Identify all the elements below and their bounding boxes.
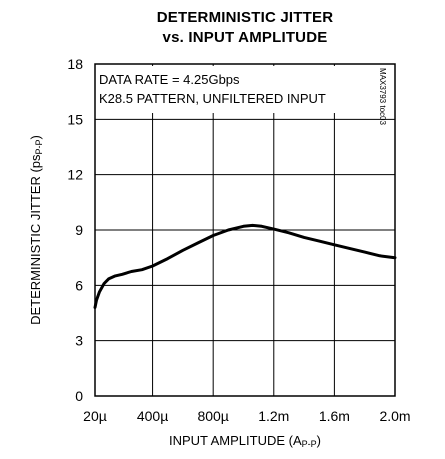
- annotation-pattern: K28.5 PATTERN, UNFILTERED INPUT: [99, 91, 326, 106]
- y-tick-label: 12: [67, 167, 83, 183]
- x-tick-label: 2.0m: [379, 408, 410, 424]
- x-tick-label: 400µ: [137, 408, 168, 424]
- x-tick-label: 1.2m: [258, 408, 289, 424]
- chart-title-line-2: vs. INPUT AMPLITUDE: [162, 29, 328, 46]
- grid-lines: [95, 64, 395, 396]
- y-tick-labels: 0 3 6 9 12 15 18: [67, 56, 83, 404]
- y-axis-label: DETERMINISTIC JITTER (psP-P): [28, 135, 44, 325]
- figure-id-label: MAX3793 toc03: [378, 68, 387, 125]
- y-tick-label: 15: [67, 111, 83, 127]
- plot-frame: [94, 63, 396, 397]
- x-axis-label: INPUT AMPLITUDE (AP-P): [169, 433, 321, 449]
- y-tick-label: 18: [67, 56, 83, 72]
- series-line: [93, 223, 397, 309]
- x-tick-label: 20µ: [83, 408, 107, 424]
- y-tick-label: 3: [75, 333, 83, 349]
- chart-title-line-1: DETERMINISTIC JITTER: [156, 9, 334, 26]
- annotation-data-rate: DATA RATE = 4.25Gbps: [99, 72, 240, 87]
- y-tick-label: 9: [75, 222, 83, 238]
- y-tick-label: 0: [75, 388, 83, 404]
- y-tick-label: 6: [75, 277, 83, 293]
- annotation-box: [96, 66, 336, 113]
- x-tick-label: 1.6m: [319, 408, 350, 424]
- x-tick-labels: 20µ 400µ 800µ 1.2m 1.6m 2.0m: [83, 408, 410, 424]
- x-tick-label: 800µ: [197, 408, 228, 424]
